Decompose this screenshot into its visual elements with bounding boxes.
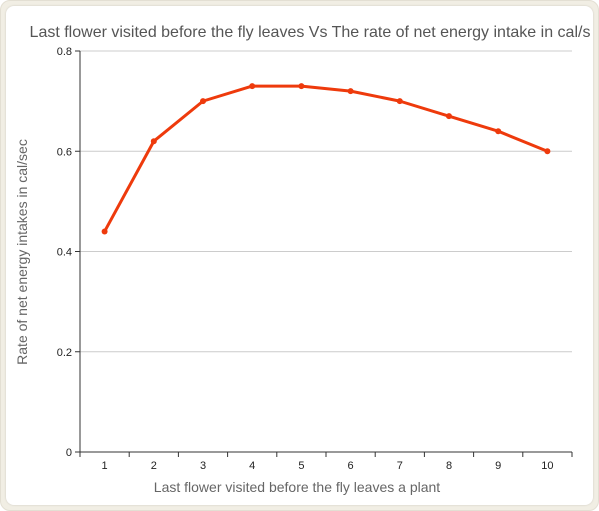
y-tick-label: 0 [66,447,72,459]
x-tick-label: 10 [541,460,553,472]
x-tick-label: 3 [200,460,206,472]
x-tick-label: 4 [249,460,255,472]
x-axis-label: Last flower visited before the fly leave… [154,479,440,495]
x-tick-label: 5 [298,460,304,472]
y-tick-labels: 0 0.2 0.4 0.6 0.8 [57,46,80,459]
y-tick-label: 0.4 [57,247,72,259]
x-tick-labels: 1 2 3 4 5 6 7 8 9 10 [79,452,573,472]
x-tick-label: 1 [102,460,108,472]
data-point[interactable] [396,98,403,105]
chart-panel [6,6,593,505]
data-point[interactable] [200,98,206,105]
data-point[interactable] [298,83,305,90]
chart-title: Last flower visited before the fly leave… [30,24,591,41]
data-point[interactable] [347,88,354,95]
y-tick-label: 0.2 [57,347,72,359]
data-point[interactable] [446,113,452,120]
x-tick-label: 2 [151,460,157,472]
data-point[interactable] [249,83,256,90]
gridlines [80,50,572,353]
y-tick-label: 0.6 [57,146,72,158]
x-tick-label: 6 [348,460,354,472]
data-point[interactable] [101,228,108,235]
x-tick-label: 9 [495,460,501,472]
series-group [101,83,551,235]
data-point[interactable] [150,138,157,145]
series-line [103,84,548,233]
y-axis-label: Rate of net energy intakes in cal/sec [14,139,30,365]
data-point[interactable] [544,148,551,155]
y-tick-label: 0.8 [57,46,72,58]
x-tick-label: 8 [446,460,452,472]
x-tick-label: 7 [397,460,403,472]
data-point[interactable] [495,128,502,135]
